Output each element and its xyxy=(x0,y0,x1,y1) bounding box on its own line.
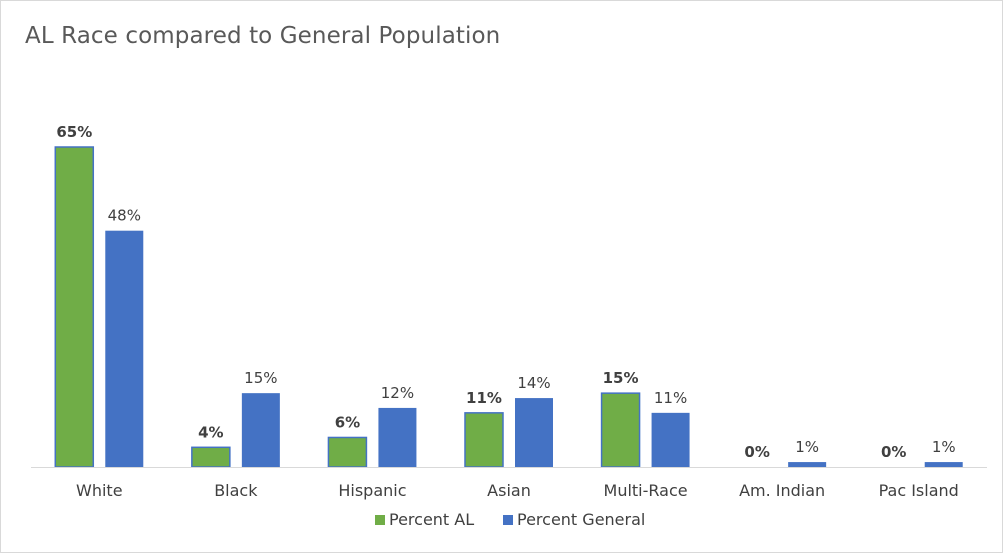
legend-swatch-percent-general xyxy=(503,515,513,525)
data-label-percent-al-multi-race: 15% xyxy=(603,369,639,387)
bar-percent-al-white xyxy=(54,146,95,468)
bar-percent-general-asian xyxy=(515,398,553,467)
bar-percent-al-hispanic xyxy=(327,436,368,468)
data-label-percent-general-pac-island: 1% xyxy=(932,438,956,456)
legend-label-percent-al: Percent AL xyxy=(389,510,474,529)
bar-percent-general-black xyxy=(241,393,280,467)
data-label-percent-general-black: 15% xyxy=(244,369,277,387)
data-label-percent-al-black: 4% xyxy=(198,423,223,441)
data-label-percent-al-am-indian: 0% xyxy=(744,443,769,461)
data-label-percent-general-hispanic: 12% xyxy=(381,384,414,402)
category-label-black: Black xyxy=(214,481,258,500)
category-label-multi-race: Multi-Race xyxy=(604,481,688,500)
legend-label-percent-general: Percent General xyxy=(517,510,645,529)
data-label-percent-al-white: 65% xyxy=(56,123,92,141)
bar-percent-general-multi-race xyxy=(651,412,690,467)
bar-percent-general-white xyxy=(105,230,144,467)
bar-percent-general-pac-island xyxy=(924,462,963,467)
labels-group: 65% 48% White 4% 15% Black 6% 12% Hispanic 11% 14%… xyxy=(56,123,958,500)
bars-group xyxy=(54,146,963,468)
legend-swatch-percent-al xyxy=(375,515,385,525)
bar-percent-general-am-indian xyxy=(788,462,827,467)
data-label-percent-general-am-indian: 1% xyxy=(795,438,819,456)
category-label-hispanic: Hispanic xyxy=(338,481,406,500)
category-label-white: White xyxy=(76,481,123,500)
data-label-percent-general-multi-race: 11% xyxy=(654,389,687,407)
bar-percent-al-multi-race xyxy=(600,392,641,468)
data-label-percent-al-hispanic: 6% xyxy=(335,413,360,431)
bar-percent-al-black xyxy=(191,446,231,468)
category-label-asian: Asian xyxy=(487,481,531,500)
bar-percent-general-hispanic xyxy=(378,407,417,467)
data-label-percent-general-asian: 14% xyxy=(517,374,550,392)
category-label-pac-island: Pac Island xyxy=(879,481,959,500)
data-label-percent-general-white: 48% xyxy=(108,207,141,225)
data-label-percent-al-asian: 11% xyxy=(466,389,502,407)
chart-title: AL Race compared to General Population xyxy=(25,23,501,49)
data-label-percent-al-pac-island: 0% xyxy=(881,443,906,461)
legend: Percent AL Percent General xyxy=(375,510,645,529)
bar-percent-al-asian xyxy=(464,412,504,468)
category-label-am-indian: Am. Indian xyxy=(739,481,825,500)
